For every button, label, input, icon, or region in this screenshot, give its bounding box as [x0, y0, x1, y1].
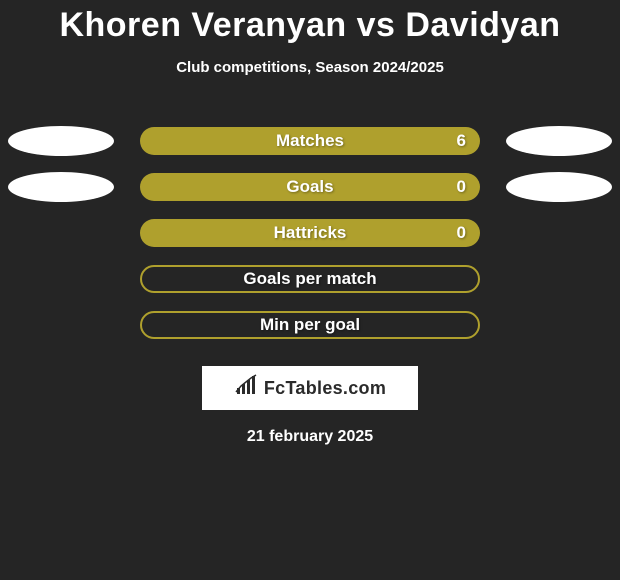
player-left-marker [8, 126, 114, 156]
stat-bar: Goals 0 [140, 173, 480, 201]
stat-label: Goals [286, 177, 333, 197]
stat-value: 0 [457, 223, 466, 243]
comparison-card: Khoren Veranyan vs Davidyan Club competi… [0, 0, 620, 580]
stat-row-goals-per-match: Goals per match [0, 256, 620, 302]
stat-bar: Matches 6 [140, 127, 480, 155]
stat-bar: Min per goal [140, 311, 480, 339]
stat-label: Goals per match [243, 269, 376, 289]
logo-text: FcTables.com [264, 378, 386, 399]
player-right-marker [506, 172, 612, 202]
stat-value: 0 [457, 177, 466, 197]
player-right-marker [506, 126, 612, 156]
stat-bar: Hattricks 0 [140, 219, 480, 247]
stat-row-matches: Matches 6 [0, 118, 620, 164]
stat-label: Matches [276, 131, 344, 151]
logo-box: FcTables.com [202, 366, 418, 410]
player-left-marker [8, 172, 114, 202]
stat-label: Hattricks [274, 223, 347, 243]
subtitle: Club competitions, Season 2024/2025 [0, 59, 620, 76]
stat-bar: Goals per match [140, 265, 480, 293]
stat-row-hattricks: Hattricks 0 [0, 210, 620, 256]
stat-row-min-per-goal: Min per goal [0, 302, 620, 348]
barchart-icon [234, 374, 258, 403]
date-label: 21 february 2025 [0, 428, 620, 446]
stat-value: 6 [457, 131, 466, 151]
stat-label: Min per goal [260, 315, 360, 335]
page-title: Khoren Veranyan vs Davidyan [0, 0, 620, 45]
stat-row-goals: Goals 0 [0, 164, 620, 210]
stat-rows: Matches 6 Goals 0 Hattricks 0 Goals [0, 118, 620, 348]
